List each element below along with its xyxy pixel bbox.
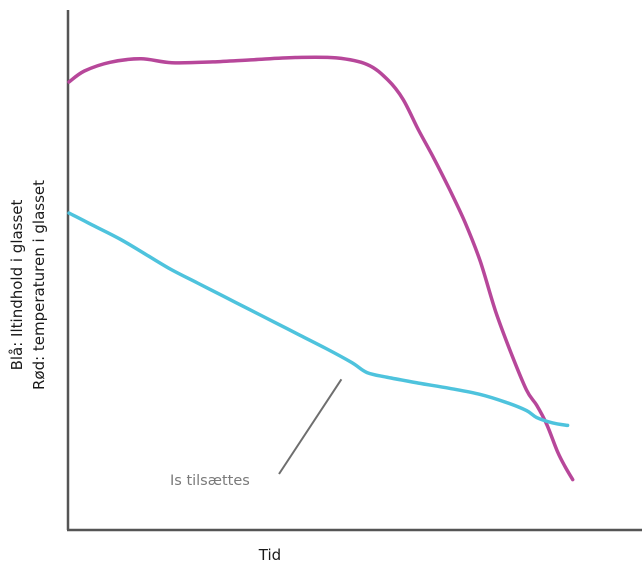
x-axis-label: Tid — [258, 546, 281, 564]
series-line-temperature — [67, 55, 575, 482]
y-axis-label-line-1: Blå: Iltindhold i glasset — [8, 199, 26, 370]
series-group — [67, 55, 575, 482]
series-line-oxygen — [67, 211, 570, 428]
annotation-label: Is tilsættes — [170, 473, 250, 489]
annotation-leader-line — [278, 378, 343, 475]
y-axis-label-line-2: Rød: temperaturen i glasset — [30, 180, 48, 390]
